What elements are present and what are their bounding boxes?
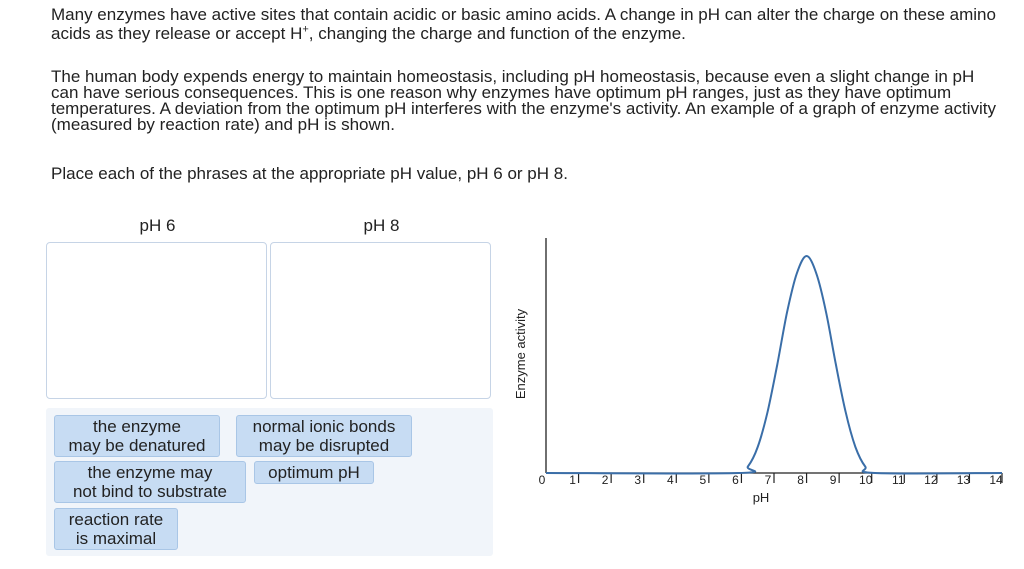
target-label-ph8: pH 8 xyxy=(363,216,400,235)
x-tick-label: 7 xyxy=(765,473,772,487)
x-tick-label: 1 xyxy=(569,473,576,487)
phrase-line: is maximal xyxy=(75,529,157,548)
x-tick-label: 0 xyxy=(539,473,546,487)
x-tick-label: 2 xyxy=(602,473,609,487)
drop-zone-ph6[interactable] xyxy=(46,242,267,399)
x-tick-label: 9 xyxy=(830,473,837,487)
x-tick-label: 12 xyxy=(924,473,938,487)
enzyme-activity-chart: Enzyme activity pH 0 1 2 3 4 5 6 7 8 9 10 11 12 13 14 xyxy=(513,238,1003,505)
x-axis-label: pH xyxy=(753,490,770,505)
x-tick-label: 6 xyxy=(732,473,739,487)
phrase-line: normal ionic bonds xyxy=(252,417,396,436)
x-tick-label: 10 xyxy=(859,473,873,487)
phrase-chip-not-bind[interactable]: the enzyme may not bind to substrate xyxy=(54,461,246,503)
phrase-line: the enzyme xyxy=(93,417,181,436)
x-tick-label: 11 xyxy=(892,473,905,487)
x-tick-label: 8 xyxy=(797,473,804,487)
phrase-line: may be disrupted xyxy=(258,436,390,455)
phrase-line: the enzyme may xyxy=(87,463,213,482)
x-tick-label: 13 xyxy=(957,473,971,487)
phrase-line: reaction rate xyxy=(68,510,164,529)
phrase-line: not bind to substrate xyxy=(72,482,228,501)
x-tick-label: 4 xyxy=(667,473,674,487)
activity-curve xyxy=(545,254,1003,475)
x-tick-label: 5 xyxy=(700,473,707,487)
phrase-chip-optimum-ph[interactable]: optimum pH xyxy=(254,461,374,484)
instruction-paragraph-1: Many enzymes have active sites that cont… xyxy=(51,5,996,43)
phrase-line: optimum pH xyxy=(268,463,360,482)
phrase-chip-ionic-bonds[interactable]: normal ionic bonds may be disrupted xyxy=(236,415,412,457)
drop-zone-ph8[interactable] xyxy=(270,242,491,399)
y-axis-label: Enzyme activity xyxy=(513,308,528,399)
instruction-paragraph-2: The human body expends energy to maintai… xyxy=(51,67,996,134)
phrase-chip-rate-maximal[interactable]: reaction rate is maximal xyxy=(54,508,178,550)
x-tick-label: 14 xyxy=(989,473,1003,487)
phrase-line: may be denatured xyxy=(68,436,206,455)
phrase-chip-denatured[interactable]: the enzyme may be denatured xyxy=(54,415,220,457)
target-label-ph6: pH 6 xyxy=(139,216,176,235)
instruction-paragraph-3: Place each of the phrases at the appropr… xyxy=(51,164,568,183)
x-tick-label: 3 xyxy=(634,473,641,487)
